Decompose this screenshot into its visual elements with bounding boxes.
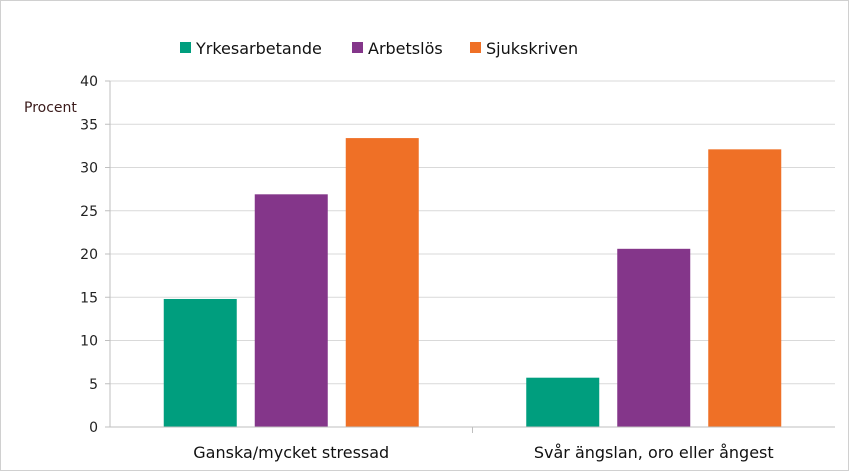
y-tick-label: 5 [89, 377, 98, 393]
y-tick-label: 10 [80, 334, 98, 350]
bar-arbetslös [254, 194, 328, 427]
x-tick-label: Svår ängslan, oro eller ångest [534, 443, 774, 462]
legend: Yrkesarbetande Arbetslös Sjukskriven [180, 39, 578, 58]
bar-yrkesarbetande [163, 298, 237, 427]
bar-arbetslös [617, 248, 691, 427]
y-tick-label: 35 [80, 117, 98, 133]
bar-yrkesarbetande [526, 377, 600, 427]
legend-swatch [180, 42, 191, 53]
legend-label: Yrkesarbetande [195, 39, 322, 58]
axes: 0 5 10 15 20 25 30 35 40 Ganska/mycket stressad Sv… [80, 74, 835, 462]
y-axis-label: Procent [24, 100, 77, 116]
x-tick-label: Ganska/mycket stressad [193, 443, 389, 462]
legend-label: Sjukskriven [486, 39, 578, 58]
y-tick-label: 20 [80, 247, 98, 263]
y-tick-label: 40 [80, 74, 98, 90]
y-tick-label: 0 [89, 420, 98, 436]
y-tick-label: 25 [80, 204, 98, 220]
bars [163, 138, 782, 427]
y-tick-label: 30 [80, 161, 98, 177]
legend-label: Arbetslös [368, 39, 443, 58]
y-tick-label: 15 [80, 290, 98, 306]
legend-swatch [352, 42, 363, 53]
bar-sjukskriven [708, 149, 782, 427]
legend-swatch [470, 42, 481, 53]
bar-sjukskriven [345, 138, 419, 427]
